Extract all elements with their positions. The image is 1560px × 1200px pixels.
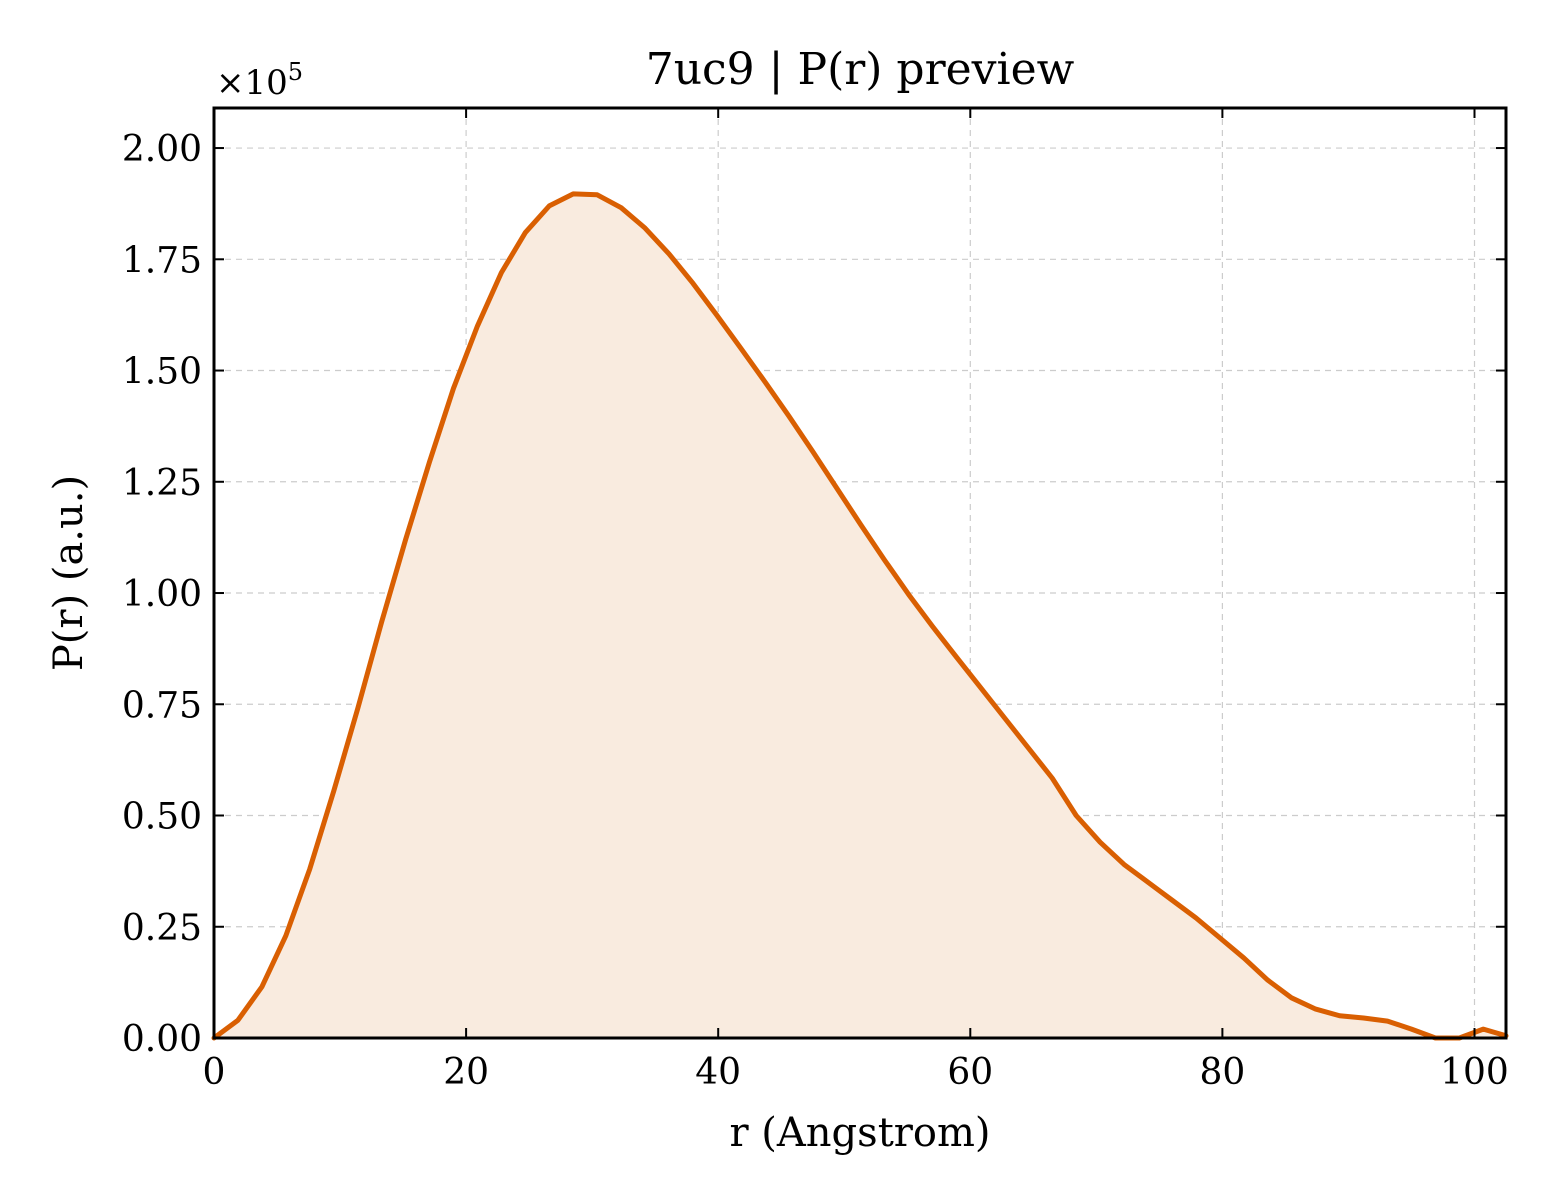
y-tick-label: 1.75 bbox=[122, 240, 202, 281]
y-tick-label: 1.50 bbox=[122, 352, 202, 393]
y-tick-label: 0.75 bbox=[122, 685, 202, 726]
plot-frame bbox=[212, 106, 1508, 1040]
y-tick-label: 1.25 bbox=[122, 463, 202, 504]
y-tick-label: 0.00 bbox=[122, 1019, 202, 1060]
x-tick-label: 80 bbox=[1199, 1052, 1245, 1093]
axis-ticks: 0 20 40 60 80 100 0.00 0.25 0.50 0.75 1.00 1.25 1.50… bbox=[122, 108, 1509, 1093]
series-line bbox=[211, 191, 1509, 1041]
y-multiplier-base: ×10 bbox=[216, 63, 288, 103]
x-tick-label: 100 bbox=[1440, 1052, 1509, 1093]
y-tick-label: 0.50 bbox=[122, 797, 202, 838]
y-axis-label: P(r) (a.u.) bbox=[46, 475, 92, 671]
x-tick-label: 40 bbox=[695, 1052, 741, 1093]
x-tick-label: 20 bbox=[443, 1052, 489, 1093]
x-axis-label: r (Angstrom) bbox=[729, 1110, 990, 1156]
x-tick-label: 0 bbox=[203, 1052, 226, 1093]
area-fill bbox=[214, 193, 1506, 1038]
chart-title: 7uc9 | P(r) preview bbox=[646, 44, 1075, 95]
x-tick-label: 60 bbox=[947, 1052, 993, 1093]
y-tick-label: 0.25 bbox=[122, 908, 202, 949]
y-tick-label: 1.00 bbox=[122, 574, 202, 615]
y-axis-multiplier: ×105 bbox=[216, 58, 303, 103]
y-tick-label: 2.00 bbox=[122, 129, 202, 170]
y-multiplier-exponent: 5 bbox=[288, 58, 303, 86]
